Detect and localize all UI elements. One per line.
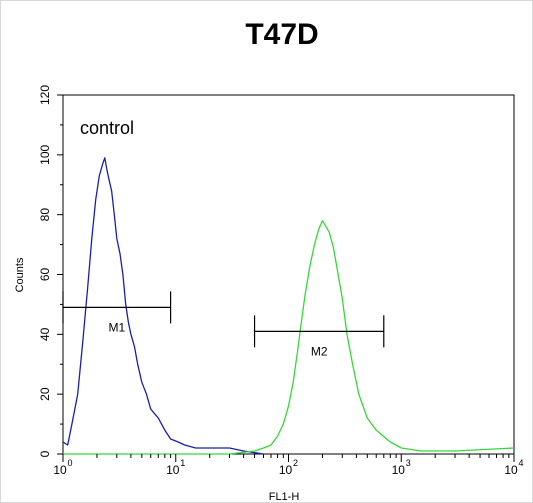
y-tick-label: 20 — [38, 387, 52, 401]
x-tick-label: 10 3 — [392, 458, 411, 477]
sample-histogram-line — [63, 220, 515, 455]
y-tick-label: 40 — [38, 327, 52, 341]
svg-text:10: 10 — [392, 463, 406, 477]
y-axis-label: Counts — [14, 257, 26, 292]
svg-text:2: 2 — [293, 458, 298, 468]
y-tick-label: 0 — [38, 450, 52, 457]
y-tick-label: 100 — [38, 145, 52, 165]
svg-text:10: 10 — [504, 463, 518, 477]
gate-label: M2 — [311, 344, 328, 358]
plot-area — [62, 94, 515, 455]
x-tick-label: 10 1 — [166, 458, 185, 477]
y-tick-label: 120 — [38, 85, 52, 105]
gate-m2: M2 — [253, 315, 385, 358]
control-histogram-line — [62, 157, 264, 455]
x-tick-label: 10 2 — [279, 458, 298, 477]
x-tick-label: 10 4 — [504, 458, 523, 477]
y-tick-label: 80 — [38, 208, 52, 222]
gate-m1: M1 — [62, 291, 172, 334]
gate-label: M1 — [108, 320, 125, 334]
x-tick-label: 10 0 — [53, 458, 72, 477]
svg-text:3: 3 — [406, 458, 411, 468]
x-axis-label: FL1-H — [269, 491, 300, 503]
svg-text:10: 10 — [279, 463, 293, 477]
y-tick-label: 60 — [38, 268, 52, 282]
svg-text:4: 4 — [518, 458, 523, 468]
svg-text:1: 1 — [180, 458, 185, 468]
svg-text:0: 0 — [67, 458, 72, 468]
control-annotation: control — [80, 118, 134, 138]
svg-text:10: 10 — [53, 463, 67, 477]
chart-title: T47D — [245, 18, 318, 51]
svg-text:10: 10 — [166, 463, 180, 477]
